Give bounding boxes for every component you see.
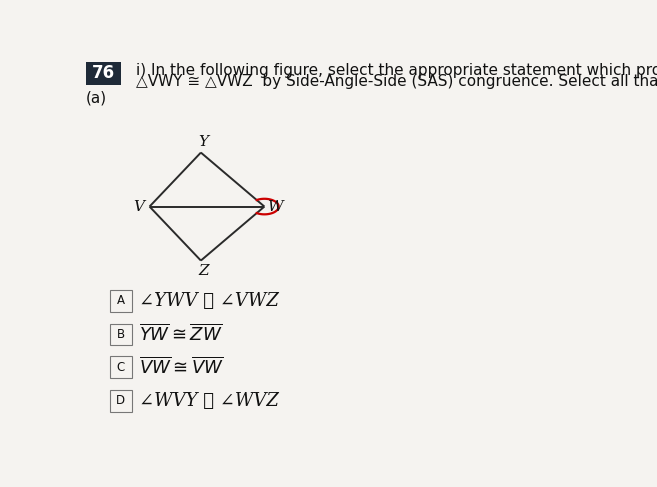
FancyBboxPatch shape <box>110 390 131 412</box>
Text: B: B <box>117 328 125 341</box>
Text: D: D <box>116 394 125 407</box>
Text: ∠YWV ≅ ∠VWZ: ∠YWV ≅ ∠VWZ <box>139 292 279 310</box>
Text: V: V <box>133 200 144 214</box>
FancyBboxPatch shape <box>86 62 121 85</box>
Text: $\overline{VW} \cong \overline{VW}$: $\overline{VW} \cong \overline{VW}$ <box>139 356 224 377</box>
Text: W: W <box>268 200 283 214</box>
Text: (a): (a) <box>86 90 107 105</box>
FancyBboxPatch shape <box>110 356 131 378</box>
Text: Y: Y <box>198 135 208 149</box>
FancyBboxPatch shape <box>110 323 131 345</box>
Text: i) In the following figure, select the appropriate statement which proves that: i) In the following figure, select the a… <box>135 63 657 78</box>
Text: $\overline{YW} \cong \overline{ZW}$: $\overline{YW} \cong \overline{ZW}$ <box>139 324 223 345</box>
FancyBboxPatch shape <box>110 290 131 312</box>
Text: Z: Z <box>198 264 209 278</box>
Text: ∠WVY ≅ ∠WVZ: ∠WVY ≅ ∠WVZ <box>139 392 279 410</box>
Text: A: A <box>117 294 125 307</box>
Text: △VWY ≅ △VWZ  by Side-Angle-Side (SAS) congruence. Select all that apply.: △VWY ≅ △VWZ by Side-Angle-Side (SAS) con… <box>135 74 657 89</box>
Text: 76: 76 <box>92 64 115 82</box>
Text: C: C <box>117 360 125 374</box>
